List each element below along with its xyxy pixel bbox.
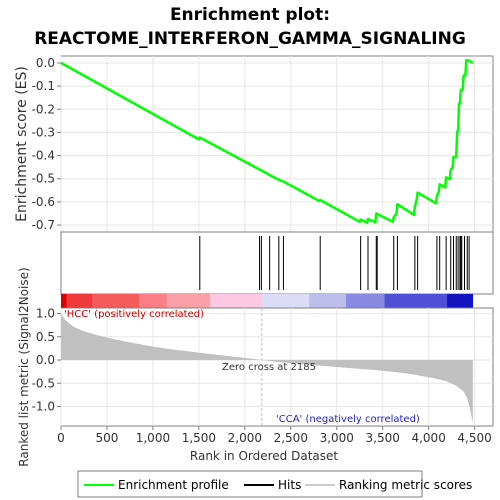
x-tick-label: 2,500: [274, 431, 308, 445]
color-bar-segment: [61, 294, 67, 308]
es-y-tick-label: -0.1: [32, 79, 55, 93]
legend-label-hits: Hits: [278, 478, 301, 492]
legend-label-enrichment: Enrichment profile: [118, 478, 229, 492]
color-bar-segment: [210, 294, 262, 308]
positive-correlation-label: 'HCC' (positively correlated): [64, 309, 204, 320]
es-y-tick-label: -0.5: [32, 172, 55, 186]
x-tick-label: 4,500: [457, 431, 491, 445]
es-y-tick-label: -0.7: [32, 218, 55, 232]
x-tick-label: 3,000: [320, 431, 354, 445]
metric-x-axis: 0 500 1,000 1,500 2,000 2,500 3,000 3,500 4,000 4…: [57, 426, 492, 445]
color-bar-segment: [447, 294, 473, 308]
es-y-axis-label: Enrichment score (ES): [14, 66, 30, 222]
hits-panel-frame: [61, 232, 493, 294]
color-bar-segment: [67, 294, 93, 308]
color-bar-segment: [92, 294, 139, 308]
metric-y-tick-label: 1.0: [36, 307, 55, 321]
negative-correlation-label: 'CCA' (negatively correlated): [276, 414, 420, 425]
metric-y-axis: 1.0 0.5 0.0 -0.5 -1.0: [32, 307, 61, 414]
x-tick-label: 1,500: [182, 431, 216, 445]
es-y-tick-label: -0.6: [32, 195, 55, 209]
legend-label-metric: Ranking metric scores: [339, 478, 472, 492]
color-bar-segment: [167, 294, 211, 308]
x-tick-label: 500: [96, 431, 119, 445]
color-bar-segment: [309, 294, 346, 308]
metric-y-tick-label: 0.5: [36, 330, 55, 344]
es-y-tick-label: -0.4: [32, 149, 55, 163]
x-axis-label: Rank in Ordered Dataset: [190, 449, 338, 463]
x-tick-label: 3,500: [366, 431, 400, 445]
color-bar-segment: [261, 294, 309, 308]
metric-y-tick-label: -0.5: [32, 376, 55, 390]
es-y-axis: 0.0 -0.1 -0.2 -0.3 -0.4 -0.5 -0.6 -0.7: [32, 56, 61, 232]
metric-y-axis-label: Ranked list metric (Signal2Noise): [17, 267, 31, 466]
x-tick-label: 1,000: [136, 431, 170, 445]
metric-y-tick-label: -1.0: [32, 399, 55, 413]
es-y-tick-label: -0.3: [32, 125, 55, 139]
x-tick-label: 0: [57, 431, 65, 445]
chart-title-line1: Enrichment plot:: [170, 5, 330, 25]
chart-title-line2: REACTOME_INTERFERON_GAMMA_SIGNALING: [34, 29, 466, 49]
x-tick-label: 4,000: [411, 431, 445, 445]
metric-y-tick-label: 0.0: [36, 353, 55, 367]
x-tick-label: 2,000: [228, 431, 262, 445]
es-y-tick-label: -0.2: [32, 102, 55, 116]
ranking-color-bar: [61, 294, 473, 308]
es-y-tick-label: 0.0: [36, 56, 55, 70]
zero-cross-label: Zero cross at 2185: [222, 362, 316, 373]
color-bar-segment: [346, 294, 385, 308]
color-bar-segment: [385, 294, 448, 308]
color-bar-segment: [139, 294, 167, 308]
